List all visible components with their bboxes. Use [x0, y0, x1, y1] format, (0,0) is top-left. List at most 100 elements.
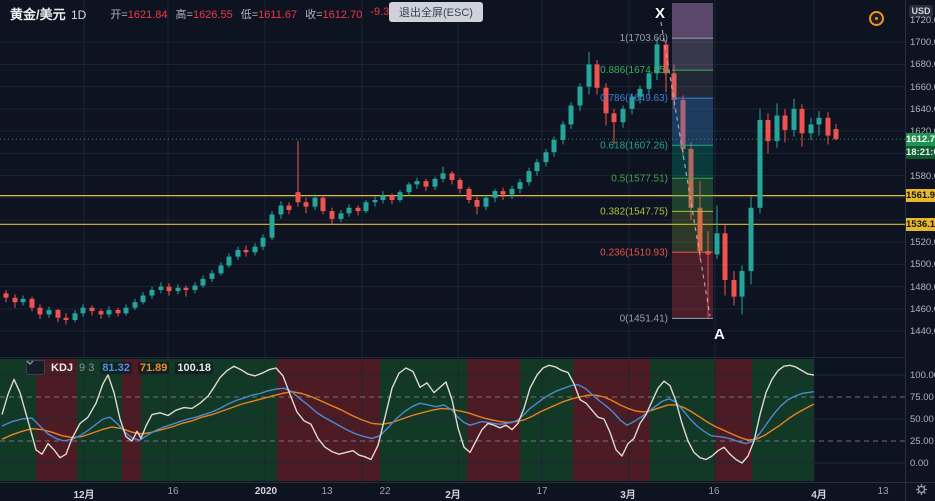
kdj-regime-band: [141, 359, 277, 481]
candle-body: [286, 205, 292, 210]
price-tick: 1440.00: [910, 326, 935, 338]
symbol-name[interactable]: 黄金/美元: [10, 7, 66, 22]
candle-body: [637, 88, 643, 97]
candle-body: [209, 273, 215, 279]
time-tick: 2月: [445, 490, 461, 501]
candle-body: [166, 286, 172, 292]
kdj-params: 9 3: [79, 361, 95, 374]
candle-body: [389, 195, 395, 200]
chart-header: 黄金/美元 1D 开=1621.84 高=1626.55 低=1611.67 收…: [10, 4, 441, 23]
candle-body: [192, 285, 198, 290]
high-value: 1626.55: [192, 8, 233, 21]
candle-body: [115, 309, 121, 314]
candle-body: [132, 302, 138, 308]
candle-body: [12, 297, 18, 303]
time-tick: 22: [379, 486, 391, 497]
candle-body: [620, 108, 626, 123]
price-tick: 1620.00: [910, 126, 935, 138]
fib-trend-line[interactable]: [660, 21, 711, 317]
pane-separator[interactable]: [0, 357, 905, 358]
kdj-line-j: [1, 364, 815, 464]
fib-marker-a[interactable]: A: [714, 326, 725, 343]
price-tick: 1520.00: [910, 237, 935, 249]
candle-body: [816, 117, 822, 125]
fib-level-label: 0.382(1547.75): [600, 206, 668, 217]
candle-body: [808, 124, 814, 134]
candle-body: [799, 108, 805, 134]
kdj-regime-band: [752, 359, 814, 481]
candle-body: [140, 295, 146, 303]
time-axis[interactable]: 12月 16 2020 13 22 2月 17 3月 16 4月 13: [0, 482, 935, 501]
candle-body: [449, 173, 455, 180]
candle-body: [98, 311, 104, 315]
candle-body: [748, 207, 754, 272]
candle-body: [149, 289, 155, 296]
candle-body: [200, 278, 206, 286]
candle-body: [80, 307, 86, 314]
alert-clock-icon[interactable]: [869, 11, 884, 26]
fib-marker-x[interactable]: X: [655, 5, 666, 22]
kdj-line-k: [1, 384, 815, 445]
kdj-k-value: 81.32: [100, 361, 132, 374]
fib-level-label: 0.886(1674.85): [600, 65, 668, 76]
fib-zone: [672, 70, 713, 99]
time-tick: 3月: [620, 490, 636, 501]
candle-body: [551, 139, 557, 153]
candle-body: [722, 233, 728, 280]
candle-body: [646, 73, 652, 89]
candle-body: [423, 181, 429, 187]
price-tick: 1720.00: [910, 15, 935, 26]
fib-zone: [672, 178, 713, 212]
gear-icon[interactable]: [915, 483, 928, 496]
candle-body: [235, 249, 241, 257]
close-value: 1612.70: [322, 8, 363, 21]
candle-body: [611, 113, 617, 123]
candle-body: [252, 246, 258, 253]
kdj-legend: KDJ 9 3 81.32 71.89 100.18: [26, 360, 214, 375]
kdj-d-value: 71.89: [137, 361, 170, 374]
candle-body: [603, 87, 609, 114]
fib-zone: [672, 38, 713, 71]
kdj-indicator-name[interactable]: KDJ: [51, 361, 74, 374]
candle-body: [739, 271, 745, 297]
kdj-tick: 25.00: [910, 436, 934, 447]
kdj-regime-band: [122, 359, 141, 481]
chart-canvas[interactable]: 1(1703.60) 0.886(1674.85) 0.786(1649.63) 0.…: [0, 0, 905, 501]
candle-body: [295, 192, 301, 203]
high-label: 高=: [175, 8, 193, 21]
price-tick: 1500.00: [910, 259, 935, 271]
candle-body: [260, 237, 266, 247]
candle-body: [509, 188, 515, 195]
candle-body: [432, 178, 438, 187]
candle-body: [671, 73, 677, 100]
candle-body: [500, 191, 506, 195]
fib-zone: [672, 145, 713, 179]
price-tick: 1660.00: [910, 81, 935, 93]
candle-body: [577, 86, 583, 106]
candle-body: [55, 309, 61, 318]
chevron-down-icon[interactable]: [26, 360, 45, 375]
candle-body: [757, 119, 763, 208]
candle-body: [46, 309, 52, 315]
candle-body: [63, 317, 69, 320]
open-value: 1621.84: [127, 8, 168, 21]
candle-body: [594, 64, 600, 88]
candle-body: [534, 162, 540, 172]
kdj-tick: 100.00: [910, 370, 935, 381]
candle-body: [680, 99, 686, 149]
interval-label[interactable]: 1D: [70, 8, 87, 22]
candle-body: [765, 119, 771, 142]
exit-fullscreen-button[interactable]: 退出全屏(ESC): [389, 2, 483, 22]
candle-body: [72, 313, 78, 320]
price-tick: 1580.00: [910, 170, 935, 182]
candle-body: [791, 108, 797, 130]
candle-body: [526, 171, 532, 183]
currency-badge[interactable]: USD: [909, 5, 933, 18]
candle-body: [355, 207, 361, 212]
price-tick: 1640.00: [910, 103, 935, 115]
price-axis[interactable]: USD 1720.00 1700.00 1680.00 1660.00 1640.00 1…: [905, 0, 935, 501]
candle-body: [543, 152, 549, 163]
fib-level-label: 1(1703.60): [620, 33, 668, 44]
time-tick: 12月: [73, 490, 95, 501]
low-value: 1611.67: [258, 8, 298, 21]
